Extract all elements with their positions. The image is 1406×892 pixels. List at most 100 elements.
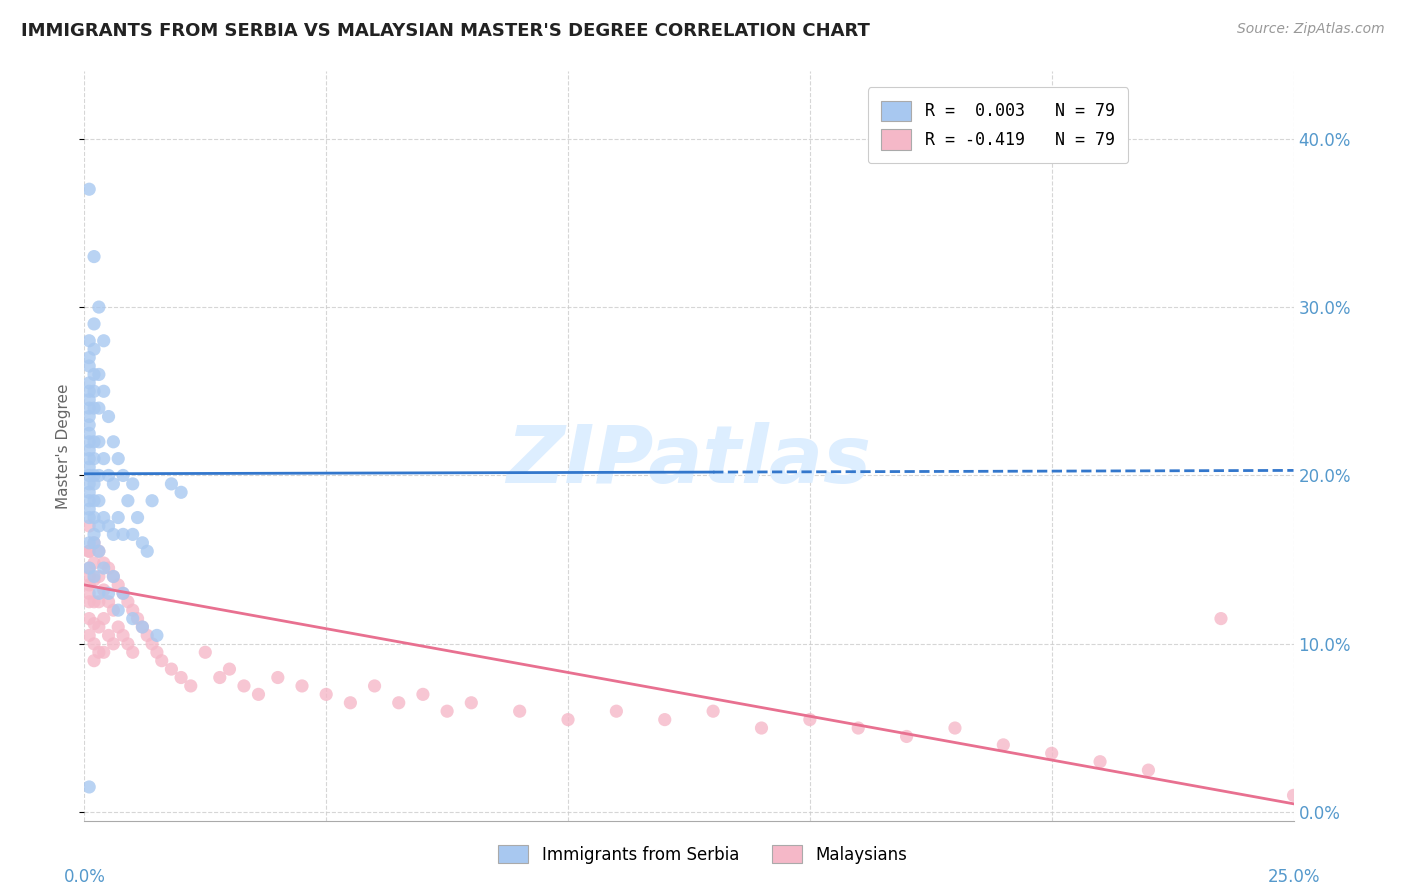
Point — [77, 510, 100, 524]
Point — [131, 620, 153, 634]
Point — [87, 645, 110, 659]
Point — [97, 586, 120, 600]
Point — [77, 351, 100, 365]
Point — [77, 561, 100, 575]
Point — [83, 401, 105, 416]
Point — [87, 544, 110, 558]
Point — [107, 620, 129, 634]
Point — [77, 468, 100, 483]
Point — [131, 536, 153, 550]
Point — [87, 493, 110, 508]
Point — [117, 493, 139, 508]
Point — [87, 434, 110, 449]
Point — [107, 603, 129, 617]
Point — [363, 679, 385, 693]
Point — [77, 502, 100, 516]
Point — [87, 368, 110, 382]
Point — [112, 586, 135, 600]
Point — [77, 544, 100, 558]
Point — [87, 468, 110, 483]
Y-axis label: Master's Degree: Master's Degree — [56, 384, 72, 508]
Point — [605, 704, 627, 718]
Point — [87, 595, 110, 609]
Point — [267, 671, 290, 685]
Point — [77, 409, 100, 424]
Point — [127, 611, 149, 625]
Point — [77, 578, 100, 592]
Point — [107, 510, 129, 524]
Legend: R =  0.003   N = 79, R = -0.419   N = 79: R = 0.003 N = 79, R = -0.419 N = 79 — [868, 87, 1128, 163]
Point — [87, 300, 110, 314]
Point — [141, 493, 163, 508]
Point — [388, 696, 411, 710]
Point — [460, 696, 482, 710]
Point — [83, 527, 105, 541]
Point — [77, 586, 100, 600]
Point — [112, 586, 135, 600]
Point — [112, 527, 135, 541]
Point — [160, 662, 183, 676]
Point — [751, 721, 773, 735]
Point — [170, 671, 193, 685]
Point — [846, 721, 869, 735]
Point — [87, 519, 110, 533]
Point — [93, 451, 115, 466]
Point — [896, 730, 918, 744]
Point — [112, 628, 135, 642]
Point — [993, 738, 1015, 752]
Point — [83, 536, 105, 550]
Point — [77, 401, 100, 416]
Point — [107, 578, 129, 592]
Point — [127, 510, 149, 524]
Point — [247, 687, 270, 701]
Point — [77, 485, 100, 500]
Point — [77, 519, 100, 533]
Point — [77, 536, 100, 550]
Point — [77, 443, 100, 458]
Point — [83, 556, 105, 570]
Point — [83, 250, 105, 264]
Text: 25.0%: 25.0% — [1267, 868, 1320, 886]
Point — [160, 476, 183, 491]
Point — [218, 662, 240, 676]
Point — [117, 595, 139, 609]
Point — [83, 595, 105, 609]
Legend: Immigrants from Serbia, Malaysians: Immigrants from Serbia, Malaysians — [492, 838, 914, 871]
Point — [97, 561, 120, 575]
Point — [97, 468, 120, 483]
Point — [77, 334, 100, 348]
Point — [83, 468, 105, 483]
Text: ZIPatlas: ZIPatlas — [506, 422, 872, 500]
Point — [141, 637, 163, 651]
Point — [77, 493, 100, 508]
Point — [943, 721, 966, 735]
Point — [136, 544, 159, 558]
Point — [103, 637, 125, 651]
Point — [77, 359, 100, 373]
Point — [136, 628, 159, 642]
Point — [83, 434, 105, 449]
Point — [121, 527, 143, 541]
Point — [103, 569, 125, 583]
Point — [112, 468, 135, 483]
Point — [87, 569, 110, 583]
Point — [1040, 746, 1063, 760]
Point — [93, 645, 115, 659]
Point — [77, 569, 100, 583]
Point — [654, 713, 676, 727]
Point — [103, 527, 125, 541]
Point — [412, 687, 434, 701]
Point — [799, 713, 821, 727]
Point — [77, 611, 100, 625]
Point — [1088, 755, 1111, 769]
Point — [97, 409, 120, 424]
Point — [93, 384, 115, 399]
Point — [77, 561, 100, 575]
Point — [77, 544, 100, 558]
Point — [77, 628, 100, 642]
Point — [77, 434, 100, 449]
Point — [83, 493, 105, 508]
Point — [77, 426, 100, 441]
Point — [146, 628, 169, 642]
Point — [93, 582, 115, 597]
